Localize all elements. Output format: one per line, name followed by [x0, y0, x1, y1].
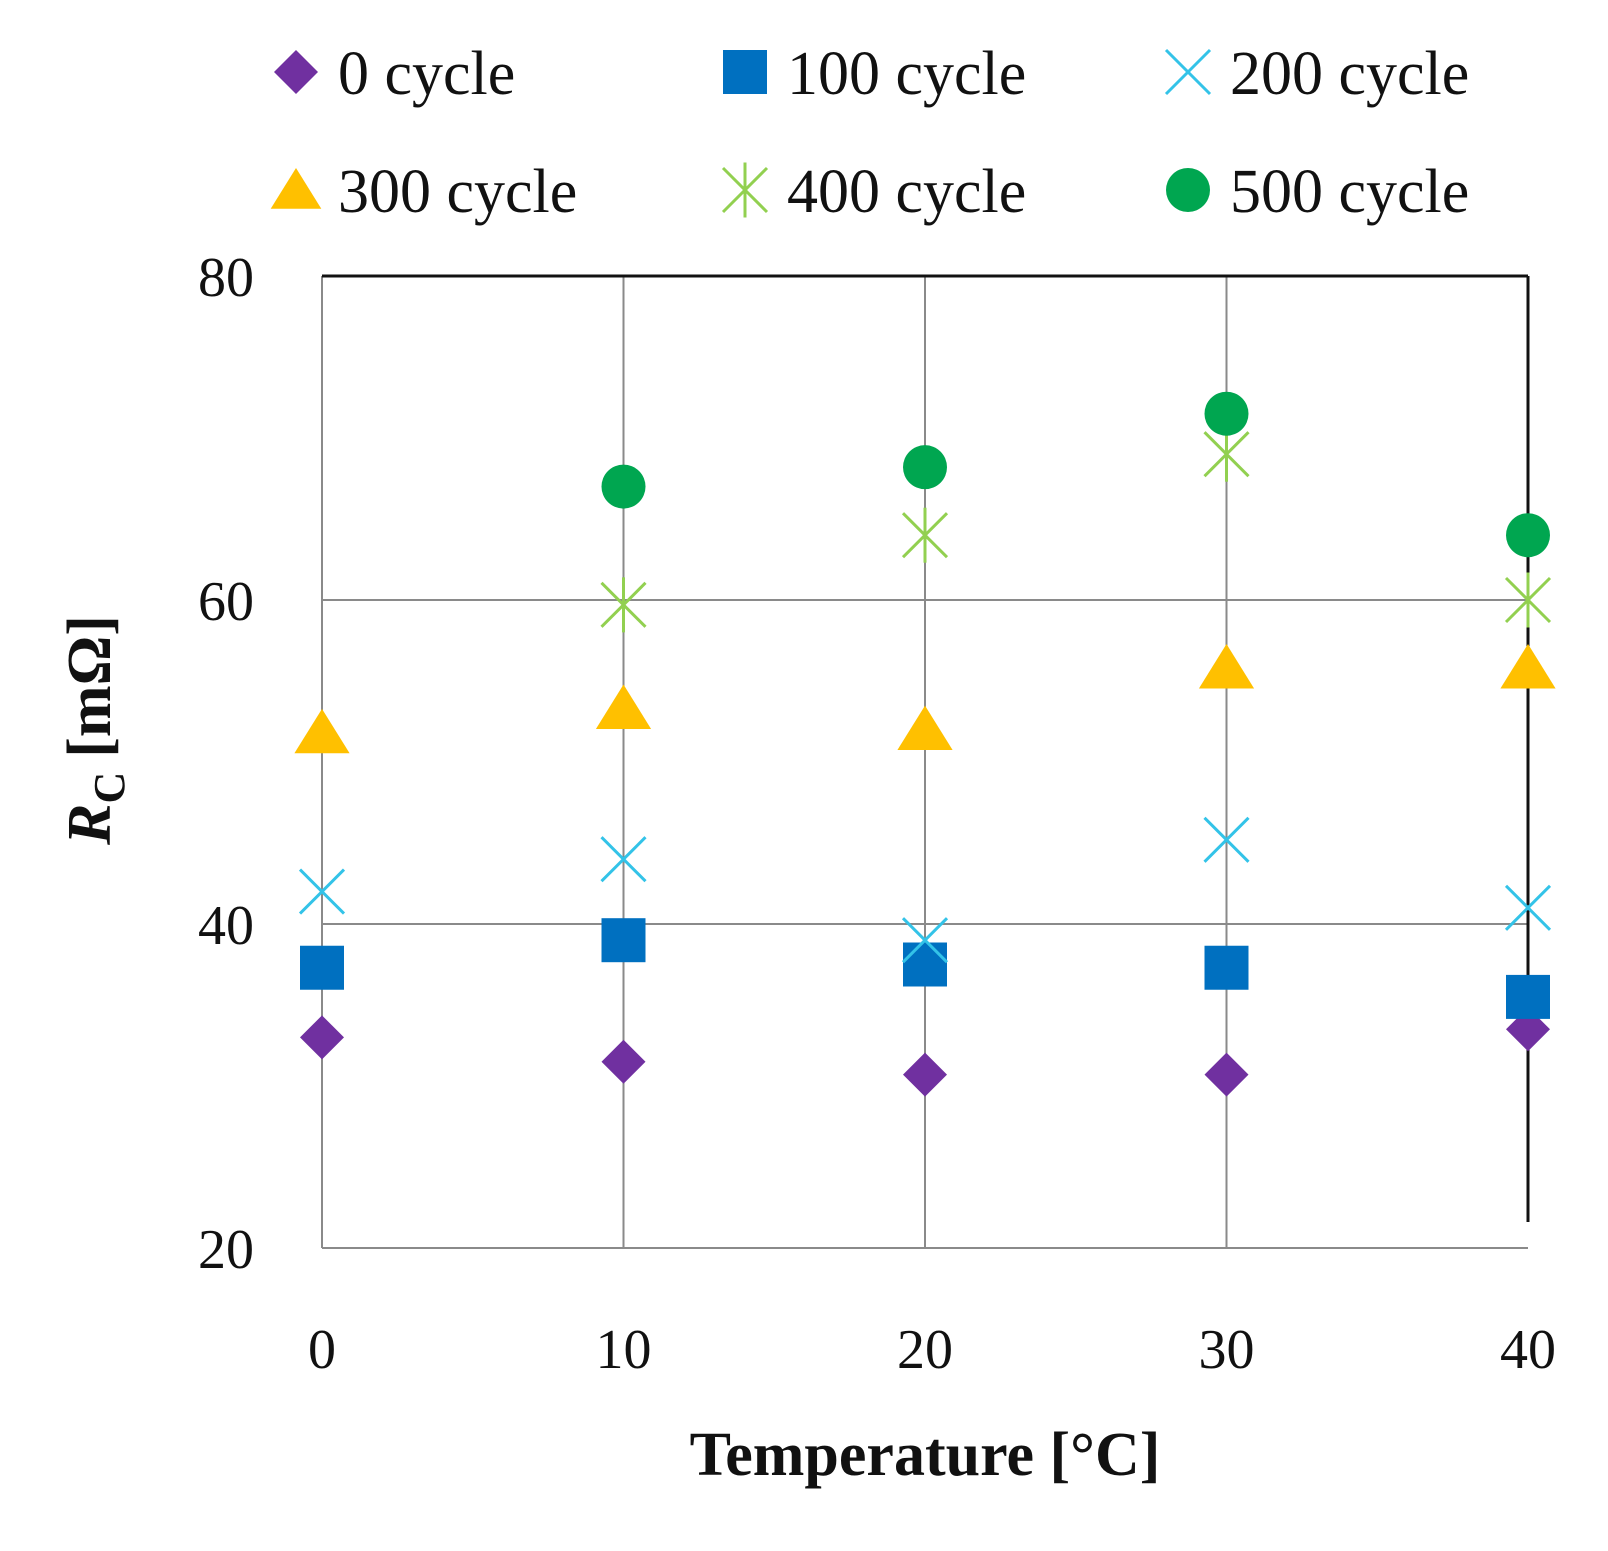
- y-tick-label: 60: [198, 571, 254, 633]
- point-100-cycle: [903, 942, 947, 987]
- x-axis-ticks: 0 10 20 30 40: [308, 1319, 1556, 1381]
- y-tick-label: 40: [198, 895, 254, 957]
- point-0-cycle: [300, 1015, 344, 1060]
- point-200-cycle: [298, 868, 346, 915]
- grid: [322, 276, 1528, 1248]
- x-tick-label: 0: [308, 1319, 336, 1381]
- legend-label: 500 cycle: [1230, 158, 1469, 226]
- point-100-cycle: [601, 918, 646, 963]
- point-300-cycle: [595, 684, 652, 729]
- legend-label: 300 cycle: [338, 158, 577, 226]
- point-200-cycle: [1203, 816, 1250, 863]
- plot-frame: [321, 274, 1530, 1249]
- point-200-cycle: [1504, 884, 1552, 931]
- point-500-cycle: [903, 445, 947, 490]
- y-axis-title-units: [mΩ]: [56, 615, 124, 758]
- x-tick-label: 30: [1199, 1319, 1255, 1381]
- y-axis-title-symbol: R: [56, 804, 124, 846]
- point-0-cycle: [601, 1039, 646, 1084]
- x-axis-title: Temperature [°C]: [690, 1421, 1161, 1489]
- legend-marker-500-cycle: [1166, 168, 1210, 212]
- y-tick-label: 20: [198, 1219, 254, 1281]
- legend-marker-200-cycle: [1164, 48, 1212, 96]
- point-300-cycle: [897, 705, 953, 750]
- point-100-cycle: [1506, 974, 1550, 1019]
- x-tick-label: 20: [897, 1319, 953, 1381]
- legend-marker-300-cycle: [270, 168, 322, 209]
- legend: 0 cycle 100 cycle 200 cycle 300 cycle 400 cy…: [270, 40, 1469, 226]
- point-500-cycle: [601, 464, 646, 509]
- legend-label: 200 cycle: [1230, 40, 1469, 108]
- point-200-cycle: [901, 917, 949, 964]
- x-tick-label: 10: [596, 1319, 652, 1381]
- point-0-cycle: [1204, 1052, 1249, 1097]
- point-300-cycle: [294, 708, 350, 754]
- point-400-cycle: [1504, 572, 1552, 628]
- y-axis-title-subscript: C: [85, 772, 134, 804]
- y-axis-title: RC [mΩ]: [56, 615, 134, 846]
- y-tick-label: 80: [198, 247, 254, 309]
- point-100-cycle: [1204, 945, 1249, 990]
- point-200-cycle: [600, 836, 647, 883]
- point-0-cycle: [903, 1052, 947, 1097]
- point-400-cycle: [901, 507, 949, 563]
- x-tick-label: 40: [1500, 1319, 1556, 1381]
- point-300-cycle: [1198, 644, 1255, 689]
- point-0-cycle: [1506, 1007, 1550, 1052]
- legend-label: 100 cycle: [787, 40, 1026, 108]
- y-axis-ticks: 20 40 60 80: [198, 247, 254, 1281]
- point-100-cycle: [300, 945, 344, 990]
- legend-marker-400-cycle: [721, 162, 769, 218]
- point-400-cycle: [1203, 426, 1250, 482]
- data-points: [294, 391, 1556, 1097]
- legend-label: 400 cycle: [787, 158, 1026, 226]
- point-400-cycle: [600, 577, 647, 633]
- point-300-cycle: [1500, 644, 1556, 689]
- point-500-cycle: [1204, 391, 1249, 436]
- legend-label: 0 cycle: [338, 40, 515, 108]
- legend-marker-100-cycle: [723, 50, 767, 94]
- point-500-cycle: [1506, 513, 1550, 558]
- legend-marker-0-cycle: [274, 50, 318, 94]
